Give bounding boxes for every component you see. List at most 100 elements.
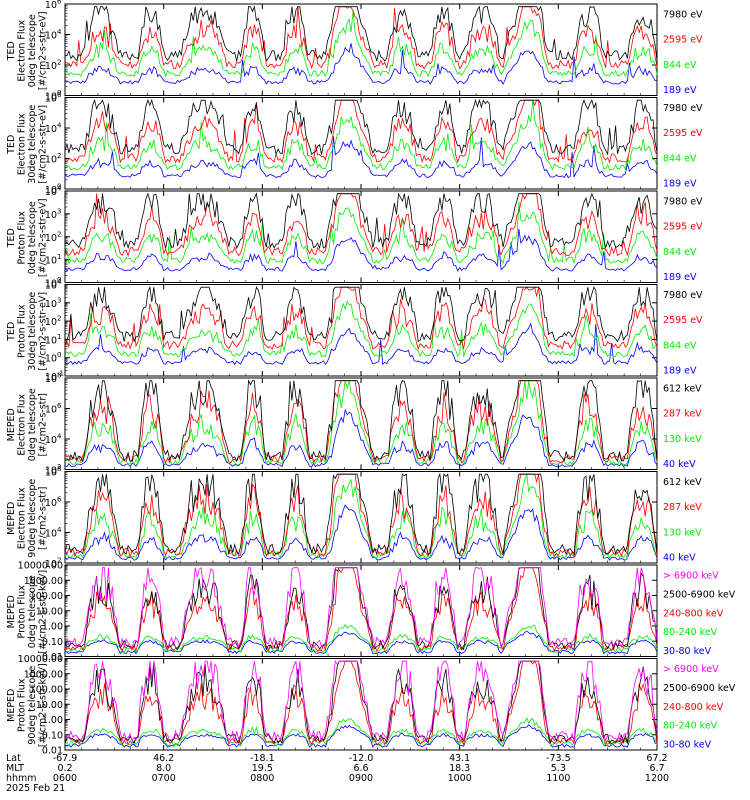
x-row-value: 8.0 xyxy=(156,763,171,774)
legend-label: 844 eV xyxy=(663,340,697,351)
series-trace xyxy=(64,660,658,743)
legend-label: 2595 eV xyxy=(663,315,703,326)
y-axis-label-line: Electron Flux xyxy=(17,20,28,82)
y-tick-label: 10 xyxy=(45,466,57,477)
x-row-value: 1200 xyxy=(645,773,669,784)
x-row-value: 1000 xyxy=(448,773,472,784)
x-row-value: 6.6 xyxy=(353,763,368,774)
x-row-value: 1100 xyxy=(546,773,570,784)
series-trace xyxy=(64,473,658,558)
y-axis-label-line: Electron Flux xyxy=(17,113,28,175)
x-row-value: -73.5 xyxy=(546,753,571,764)
y-axis-label-line: [#/cm2-s-str-eV] xyxy=(38,105,49,184)
series-trace xyxy=(64,286,658,351)
y-axis-label-line: Electron Flux xyxy=(17,394,28,456)
legend-label: 30-80 keV xyxy=(663,646,712,657)
y-tick-exponent: 2 xyxy=(57,59,61,67)
series-trace xyxy=(64,380,658,466)
x-row-name: Lat xyxy=(6,753,21,764)
y-tick-exponent: 6 xyxy=(57,91,62,99)
y-tick-exponent: 0 xyxy=(57,276,61,284)
x-row-value: 0900 xyxy=(349,773,373,784)
y-tick-label: 0.01 xyxy=(42,652,63,663)
y-tick-exponent: 8 xyxy=(57,465,61,473)
y-tick-label: 10 xyxy=(45,0,57,11)
y-axis-label: MEPEDElectron Flux90deg telescope[#/cm2-… xyxy=(6,479,49,558)
legend-label: 612 keV xyxy=(663,384,702,395)
y-tick-label: 0.10 xyxy=(42,730,63,741)
x-row-value: 46.2 xyxy=(153,753,174,764)
y-tick-label: 10 xyxy=(45,559,57,570)
y-axis-label-line: 0deg telescope xyxy=(27,201,38,274)
y-axis-label: TEDElectron Flux30deg telescope[#/cm2-s-… xyxy=(6,105,49,184)
y-axis-label: MEPEDElectron Flux0deg telescope[#/cm2-s… xyxy=(6,388,49,461)
legend-label: 80-240 keV xyxy=(663,627,718,638)
legend-label: 612 keV xyxy=(663,477,702,488)
y-tick-label: 1.00 xyxy=(42,715,63,726)
legend-label: 7980 eV xyxy=(663,197,703,208)
series-trace xyxy=(64,623,658,654)
x-row-value: -67.9 xyxy=(53,753,78,764)
series-trace xyxy=(64,99,658,164)
legend-label: 189 eV xyxy=(663,366,697,377)
legend-label: 189 eV xyxy=(663,272,697,283)
y-tick-label: 10 xyxy=(45,61,57,72)
legend-label: 7980 eV xyxy=(663,103,703,114)
y-tick-exponent: 0 xyxy=(57,183,61,191)
series-trace xyxy=(64,136,658,179)
series-trace xyxy=(64,5,658,62)
x-row-value: 5.3 xyxy=(551,763,566,774)
legend-label: 844 eV xyxy=(663,153,697,164)
legend-label: 844 eV xyxy=(663,247,697,258)
legend-label: 40 keV xyxy=(663,459,696,470)
y-tick-exponent: 4 xyxy=(57,526,62,534)
y-axis-label-line: [#/cm2-s-str-keV] xyxy=(38,570,49,654)
series-trace xyxy=(64,10,658,78)
series-trace xyxy=(65,43,658,85)
y-tick-exponent: 4 xyxy=(57,185,62,193)
y-axis-label-line: MEPED xyxy=(6,689,17,722)
y-tick-exponent: 4 xyxy=(57,278,62,286)
legend-label: 2500-6900 keV xyxy=(663,589,736,600)
y-tick-label: 10 xyxy=(45,94,57,105)
panel-frame xyxy=(64,658,658,751)
series-trace xyxy=(64,567,658,653)
series-trace xyxy=(64,408,658,468)
series-trace xyxy=(64,193,658,258)
y-tick-exponent: 6 xyxy=(57,402,62,410)
y-axis-label-line: MEPED xyxy=(6,502,17,535)
y-tick-label: 10 xyxy=(45,155,57,166)
y-axis-label-line: [#/cm2-s-str-keV] xyxy=(38,663,49,747)
y-tick-exponent: 0 xyxy=(57,351,61,359)
y-axis-label-line: Proton Flux xyxy=(17,304,28,358)
series-trace xyxy=(64,192,658,250)
series-trace xyxy=(64,724,658,749)
y-axis-label-line: Proton Flux xyxy=(17,211,28,265)
legend-label: > 6900 keV xyxy=(663,571,719,582)
y-tick-label: 10 xyxy=(45,281,57,292)
series-trace xyxy=(64,380,658,464)
x-row-value: 67.2 xyxy=(646,753,667,764)
legend-label: 287 keV xyxy=(663,409,702,420)
series-trace xyxy=(64,322,658,366)
y-tick-exponent: 0 xyxy=(57,89,61,97)
x-row-value: 19.5 xyxy=(252,763,273,774)
y-tick-label: 10 xyxy=(45,187,57,198)
y-tick-label: 1000.00 xyxy=(24,669,63,680)
y-axis-label-line: Electron Flux xyxy=(17,487,28,549)
series-trace xyxy=(64,472,658,556)
y-axis-label-line: 0deg telescope xyxy=(27,14,38,87)
legend-label: 189 eV xyxy=(663,85,697,96)
y-tick-label: 10.00 xyxy=(36,700,63,711)
x-row-value: 0800 xyxy=(250,773,274,784)
legend-label: 287 keV xyxy=(663,502,702,513)
series-trace xyxy=(64,100,658,171)
y-tick-label: 10 xyxy=(45,498,57,509)
y-tick-label: 10000.00 xyxy=(18,654,63,665)
y-axis-label-line: MEPED xyxy=(6,408,17,441)
